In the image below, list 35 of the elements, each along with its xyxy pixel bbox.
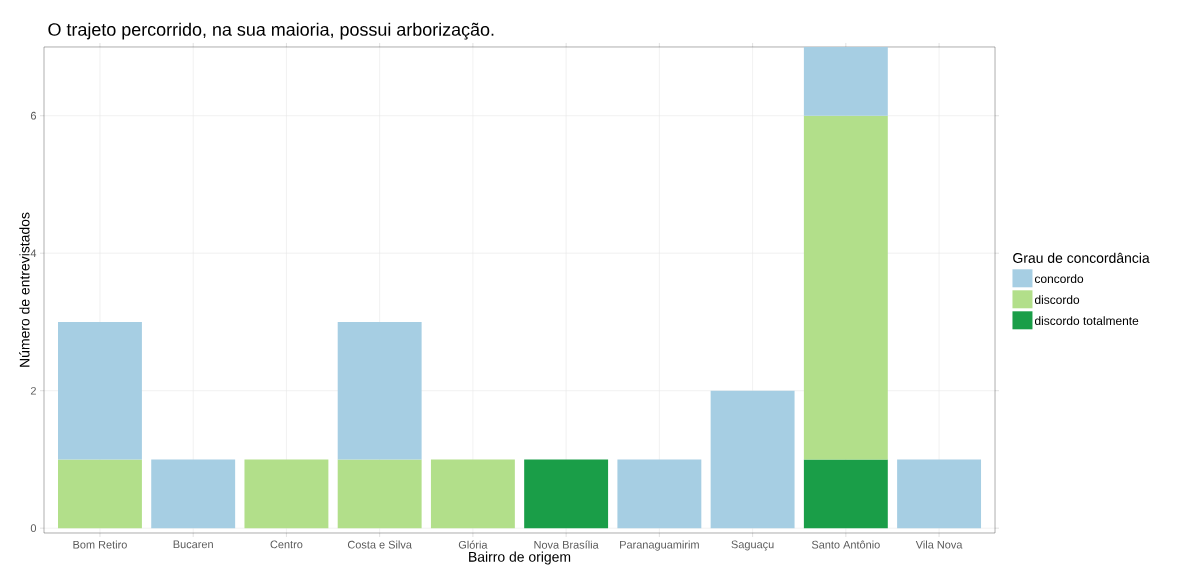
- chart-title: O trajeto percorrido, na sua maioria, possui arborização.: [48, 22, 494, 40]
- x-tick-label: Bom Retiro: [73, 540, 127, 549]
- bar: [244, 459, 329, 529]
- y-tick-label: 2: [30, 386, 36, 395]
- bar: [803, 115, 888, 460]
- bar: [897, 459, 982, 529]
- legend-label: concordo: [1034, 274, 1084, 283]
- bar: [524, 459, 609, 529]
- legend-label: discordo: [1034, 295, 1080, 304]
- y-tick-label: 0: [30, 524, 37, 533]
- bar: [151, 459, 236, 529]
- y-tick-label: 4: [30, 249, 37, 257]
- bar: [430, 459, 515, 529]
- x-tick-label: Saguaçu: [731, 540, 774, 551]
- bar: [803, 46, 888, 116]
- bar: [337, 321, 422, 460]
- bar: [58, 459, 142, 529]
- bar: [58, 321, 142, 460]
- x-tick-label: Glória: [458, 540, 488, 549]
- bar: [617, 459, 702, 529]
- legend-label: discordo totalmente: [1034, 316, 1139, 325]
- x-tick-label: Centro: [270, 540, 303, 549]
- bar: [803, 459, 888, 529]
- x-tick-label: Nova Brasília: [534, 540, 599, 549]
- y-axis-title: Número de entrevistados: [19, 212, 30, 367]
- legend-title: Grau de concordância: [1013, 252, 1150, 263]
- x-tick-label: Bucaren: [173, 540, 213, 549]
- x-tick-label: Costa e Silva: [347, 540, 412, 549]
- y-tick-label: 6: [30, 111, 37, 120]
- x-tick-label: Paranaguamirim: [620, 540, 699, 551]
- bar: [710, 390, 795, 529]
- x-tick-label: Vila Nova: [915, 540, 963, 549]
- x-tick-label: Santo Antônio: [811, 540, 880, 549]
- bar: [337, 459, 422, 529]
- x-axis-title: Bairro de origem: [469, 551, 571, 565]
